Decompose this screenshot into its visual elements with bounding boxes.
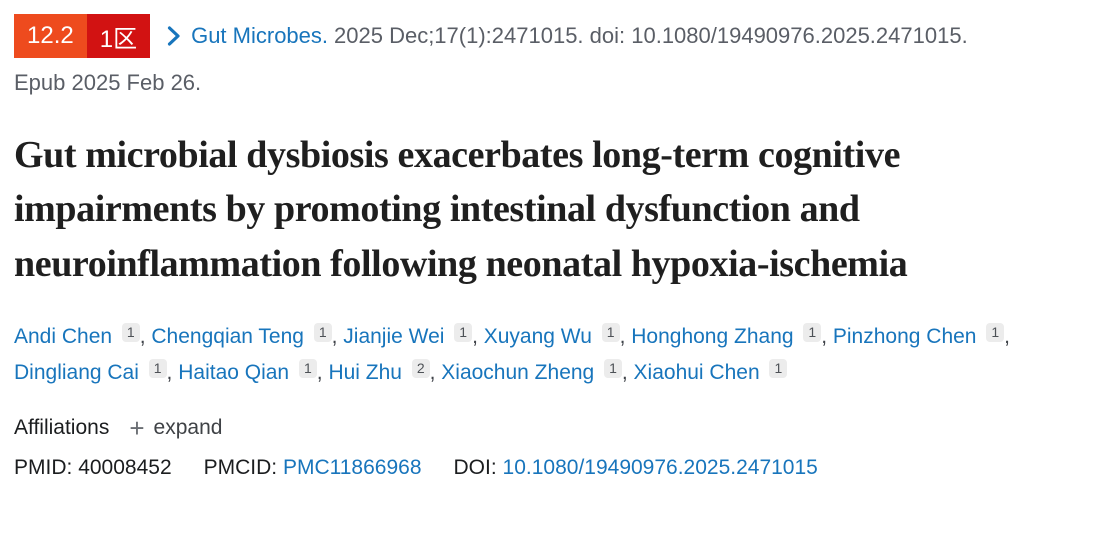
author-unit: Honghong Zhang 1 [631, 322, 822, 348]
identifiers-row: PMID: 40008452 PMCID: PMC11866968 DOI: 1… [14, 456, 1079, 480]
author-unit: Andi Chen 1 [14, 322, 140, 348]
pmid-value: 40008452 [78, 456, 172, 480]
doi-label: DOI: [453, 456, 497, 480]
author-link[interactable]: Dingliang Cai [14, 361, 139, 385]
author-unit: Haitao Qian 1 [178, 359, 317, 385]
author-link[interactable]: Xiaohui Chen [633, 361, 760, 385]
author-link[interactable]: Hui Zhu [328, 361, 402, 385]
author-link[interactable]: Chengqian Teng [151, 324, 304, 348]
affiliations-label: Affiliations [14, 416, 110, 440]
affiliation-superscript: 1 [298, 359, 317, 379]
author-unit: Jianjie Wei 1 [343, 322, 473, 348]
pmid-group: PMID: 40008452 [14, 456, 172, 480]
citation-text: Gut Microbes. 2025 Dec;17(1):2471015. doi… [191, 23, 968, 49]
author-link[interactable]: Honghong Zhang [631, 324, 794, 348]
author-link[interactable]: Andi Chen [14, 324, 113, 348]
author-unit: Xuyang Wu 1 [483, 322, 620, 348]
author-link[interactable]: Pinzhong Chen [832, 324, 977, 348]
doi-link[interactable]: 10.1080/19490976.2025.2471015 [502, 456, 818, 480]
pmcid-link[interactable]: PMC11866968 [282, 456, 422, 480]
author-unit: Dingliang Cai 1 [14, 359, 167, 385]
expand-label: expand [153, 416, 223, 440]
affiliation-superscript: 1 [604, 359, 622, 379]
affiliation-superscript: 1 [601, 322, 620, 343]
affiliation-superscript: 1 [769, 359, 788, 379]
citation-details: 2025 Dec;17(1):2471015. doi: 10.1080/194… [334, 23, 968, 48]
affiliation-superscript: 1 [803, 322, 822, 343]
plus-icon: + [129, 413, 145, 444]
affiliation-superscript: 2 [411, 359, 430, 379]
affiliation-superscript: 1 [148, 359, 167, 379]
cas-zone-badge: 1区 [86, 14, 151, 58]
author-unit: Xiaochun Zheng 1 [441, 359, 622, 385]
affiliation-superscript: 1 [986, 322, 1005, 343]
journal-link[interactable]: Gut Microbes. [191, 23, 329, 48]
pmcid-group: PMCID: PMC11866968 [204, 456, 422, 480]
expand-affiliations-button[interactable]: + expand [129, 415, 222, 441]
author-link[interactable]: Xuyang Wu [483, 324, 592, 348]
pmcid-label: PMCID: [203, 456, 278, 480]
impact-factor-badge: 12.2 [14, 14, 87, 58]
authors-list: Andi Chen 1, Chengqian Teng 1, Jianjie W… [14, 322, 1010, 385]
author-link[interactable]: Xiaochun Zheng [441, 361, 595, 385]
author-unit: Pinzhong Chen 1 [832, 322, 1005, 348]
article-title: Gut microbial dysbiosis exacerbates long… [14, 134, 908, 285]
epub-date: Epub 2025 Feb 26. [14, 70, 202, 95]
chevron-right-icon[interactable] [165, 25, 182, 47]
author-unit: Hui Zhu 2 [328, 359, 430, 385]
pmid-label: PMID: [14, 456, 73, 480]
affiliations-row: Affiliations + expand [14, 415, 1079, 441]
doi-group: DOI: 10.1080/19490976.2025.2471015 [454, 456, 818, 480]
author-unit: Chengqian Teng 1 [151, 322, 332, 348]
author-unit: Xiaohui Chen 1 [633, 359, 788, 385]
affiliation-superscript: 1 [313, 322, 332, 343]
affiliation-superscript: 1 [454, 322, 473, 343]
citation-row: 12.2 1区 Gut Microbes. 2025 Dec;17(1):2471… [14, 14, 1079, 58]
author-link[interactable]: Haitao Qian [178, 361, 290, 385]
affiliation-superscript: 1 [121, 322, 140, 343]
author-link[interactable]: Jianjie Wei [343, 324, 445, 348]
